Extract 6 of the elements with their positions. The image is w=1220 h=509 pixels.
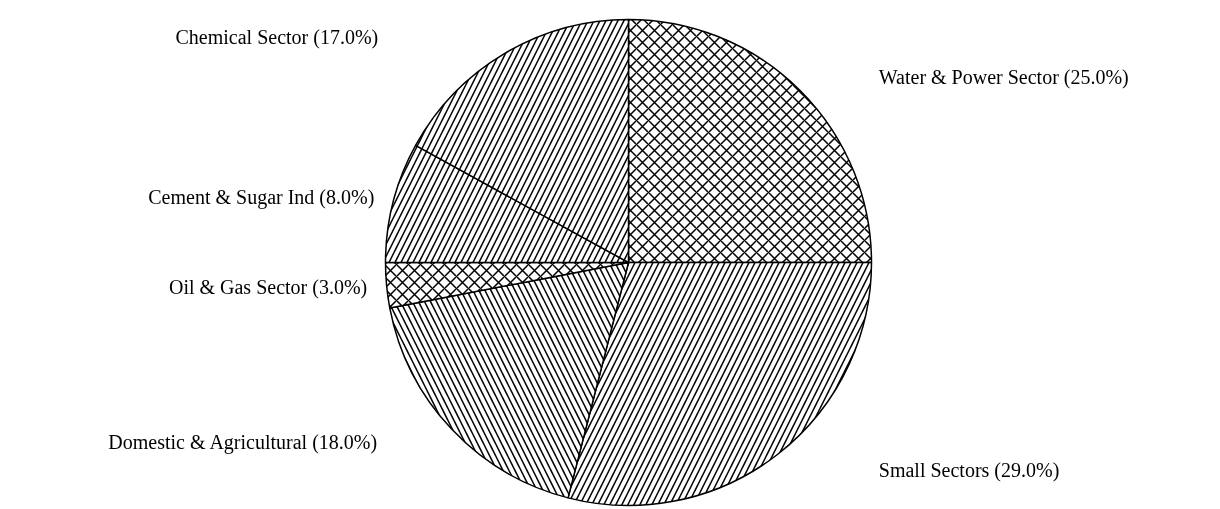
slice-label: Small Sectors (29.0%) (878, 458, 1060, 482)
slice-label: Cement & Sugar Ind (8.0%) (148, 186, 375, 210)
slice-label: Oil & Gas Sector (3.0%) (168, 276, 368, 300)
slice-label: Chemical Sector (17.0%) (175, 25, 379, 49)
slice-label: Domestic & Agricultural (18.0%) (108, 431, 378, 455)
slice-label: Water & Power Sector (25.0%) (878, 65, 1129, 89)
